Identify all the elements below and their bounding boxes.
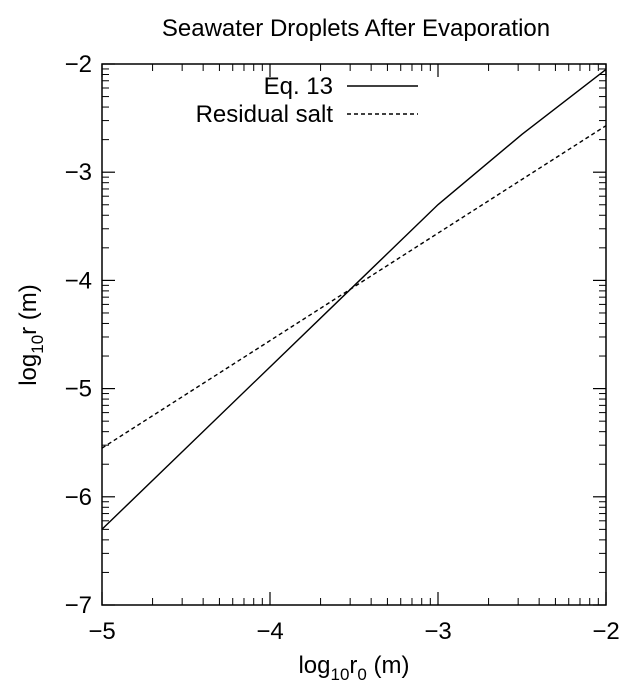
x-axis-label-sub1: 10 <box>330 665 349 684</box>
y-tick-label: −6 <box>65 484 92 511</box>
x-tick-label: −3 <box>424 618 451 645</box>
y-tick-label: −2 <box>65 51 92 78</box>
y-axis-label-sub1: 10 <box>28 335 47 354</box>
x-axis-label-mid: r <box>349 652 357 679</box>
x-axis-label-prefix: log <box>298 652 330 679</box>
legend-label-1: Eq. 13 <box>264 73 333 100</box>
x-tick-label: −4 <box>256 618 283 645</box>
x-axis-label: log10r0 (m) <box>298 652 409 684</box>
y-axis-label-suffix: (m) <box>15 284 42 327</box>
y-tick-label: −4 <box>65 267 92 294</box>
plot-frame <box>101 63 607 606</box>
series-line-1 <box>101 68 607 530</box>
y-axis-label-mid: r <box>15 327 42 335</box>
x-axis-label-suffix: (m) <box>367 652 410 679</box>
y-tick-label: −5 <box>65 376 92 403</box>
series-line-2 <box>101 125 607 449</box>
y-tick-label: −3 <box>65 159 92 186</box>
axis-ticks <box>101 63 607 606</box>
y-axis-label-prefix: log <box>15 354 42 386</box>
x-tick-label: −2 <box>592 618 619 645</box>
legend-label-2: Residual salt <box>196 101 334 128</box>
y-tick-label: −7 <box>65 592 92 619</box>
series-layer <box>101 68 607 530</box>
x-axis-label-sub2: 0 <box>357 665 366 684</box>
y-axis-label: log10r (m) <box>15 284 47 386</box>
axis-tick-labels: −5 −4 −3 −2 −7 −6 −5 −4 −3 −2 <box>65 51 620 645</box>
chart-title: Seawater Droplets After Evaporation <box>162 15 550 42</box>
x-tick-label: −5 <box>88 618 115 645</box>
